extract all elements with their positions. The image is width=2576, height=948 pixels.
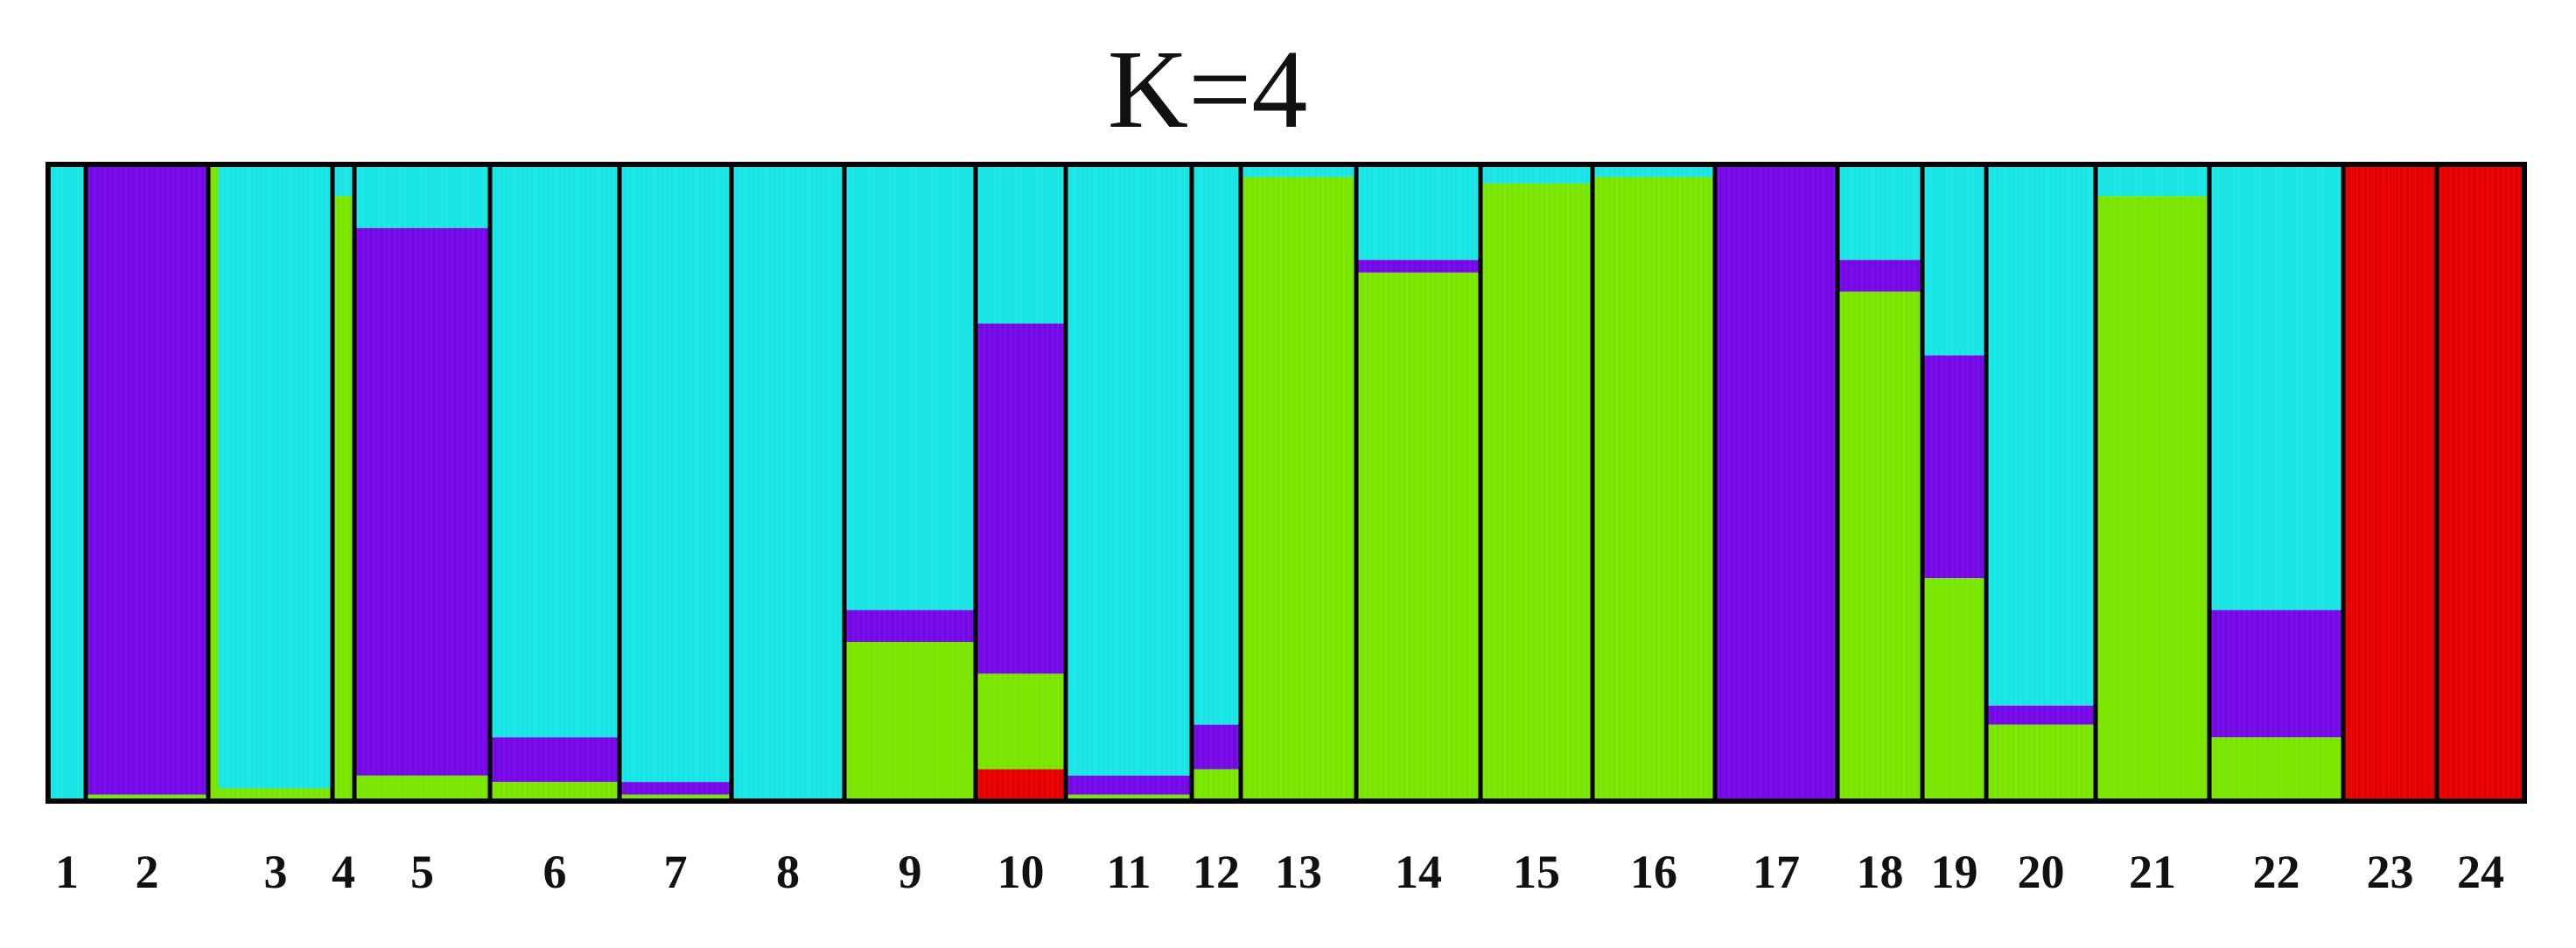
bar-pop-12-cluster-1 xyxy=(1192,164,1241,725)
bar-pop-2-cluster-3 xyxy=(86,794,208,801)
bar-pop-6-cluster-3 xyxy=(490,782,620,801)
chart-title: K=4 xyxy=(1107,27,1308,151)
population-label-3: 3 xyxy=(264,846,288,898)
bar-pop-19-cluster-1 xyxy=(1922,164,1986,356)
population-label-7: 7 xyxy=(664,846,688,898)
bar-pop-9-cluster-3 xyxy=(844,642,976,801)
bar-pop-10-cluster-2 xyxy=(976,324,1066,674)
bar-pop-8-cluster-1 xyxy=(732,164,844,801)
population-label-20: 20 xyxy=(2018,846,2065,898)
bar-pop-14-cluster-2 xyxy=(1356,260,1480,273)
bar-pop-11-cluster-1 xyxy=(1066,164,1192,776)
population-label-14: 14 xyxy=(1395,846,1442,898)
gap-segment xyxy=(208,164,219,801)
population-label-18: 18 xyxy=(1857,846,1904,898)
bar-pop-2-cluster-2 xyxy=(86,164,208,795)
bar-pop-10-cluster-3 xyxy=(976,673,1066,770)
population-label-23: 23 xyxy=(2367,846,2414,898)
bar-pop-7-cluster-2 xyxy=(620,782,732,795)
population-label-5: 5 xyxy=(410,846,434,898)
bar-pop-12-cluster-2 xyxy=(1192,724,1241,770)
population-label-16: 16 xyxy=(1630,846,1677,898)
bar-pop-6-cluster-2 xyxy=(490,737,620,783)
bar-pop-5-cluster-3 xyxy=(354,775,490,801)
population-label-22: 22 xyxy=(2253,846,2300,898)
population-label-15: 15 xyxy=(1513,846,1560,898)
bar-pop-22-cluster-2 xyxy=(2209,610,2343,738)
bar-pop-15-cluster-3 xyxy=(1480,183,1592,802)
bar-pop-1-cluster-1 xyxy=(48,164,86,801)
plot-frame xyxy=(46,162,2527,804)
bar-pop-23-cluster-4 xyxy=(2343,164,2437,801)
population-label-24: 24 xyxy=(2457,846,2504,898)
bar-pop-4-cluster-3 xyxy=(332,196,354,801)
population-label-12: 12 xyxy=(1193,846,1240,898)
bar-pop-5-cluster-2 xyxy=(354,227,490,776)
bar-pop-22-cluster-3 xyxy=(2209,737,2343,801)
bar-pop-22-cluster-1 xyxy=(2209,164,2343,610)
bar-pop-13-cluster-3 xyxy=(1241,177,1356,801)
bar-pop-14-cluster-1 xyxy=(1356,164,1480,261)
bar-pop-9-cluster-1 xyxy=(844,164,976,610)
bar-pop-7-cluster-1 xyxy=(620,164,732,783)
bar-pop-18-cluster-1 xyxy=(1838,164,1922,261)
bar-pop-20-cluster-3 xyxy=(1986,724,2096,801)
population-label-19: 19 xyxy=(1931,846,1978,898)
bar-pop-20-cluster-1 xyxy=(1986,164,2096,706)
population-dividers xyxy=(83,164,2440,801)
population-label-4: 4 xyxy=(332,846,355,898)
bar-pop-18-cluster-3 xyxy=(1838,291,1922,802)
bar-pop-16-cluster-1 xyxy=(1592,164,1715,178)
bar-pop-5-cluster-1 xyxy=(354,164,490,228)
bar-pop-11-cluster-3 xyxy=(1066,794,1192,801)
bar-pop-9-cluster-2 xyxy=(844,610,976,642)
bar-pop-19-cluster-3 xyxy=(1922,578,1986,801)
bars-group xyxy=(48,164,2524,802)
bar-pop-24-cluster-4 xyxy=(2437,164,2524,801)
bar-pop-16-cluster-3 xyxy=(1592,177,1715,801)
population-label-21: 21 xyxy=(2129,846,2176,898)
bar-pop-11-cluster-2 xyxy=(1066,775,1192,795)
bar-pop-18-cluster-2 xyxy=(1838,260,1922,292)
bar-pop-19-cluster-2 xyxy=(1922,355,1986,579)
bar-pop-21-cluster-1 xyxy=(2096,164,2209,197)
bar-pop-15-cluster-1 xyxy=(1480,164,1592,184)
bar-pop-6-cluster-1 xyxy=(490,164,620,738)
population-label-13: 13 xyxy=(1275,846,1322,898)
bar-pop-14-cluster-3 xyxy=(1356,272,1480,801)
bar-pop-13-cluster-1 xyxy=(1241,164,1356,178)
bar-pop-7-cluster-3 xyxy=(620,794,732,801)
population-label-17: 17 xyxy=(1753,846,1800,898)
bar-pop-10-cluster-4 xyxy=(976,769,1066,801)
bar-pop-12-cluster-3 xyxy=(1192,769,1241,801)
population-label-9: 9 xyxy=(899,846,922,898)
bar-pop-21-cluster-3 xyxy=(2096,196,2209,801)
bar-pop-17-cluster-2 xyxy=(1715,164,1838,801)
bar-pop-10-cluster-1 xyxy=(976,164,1066,324)
bar-pop-20-cluster-2 xyxy=(1986,705,2096,725)
population-label-6: 6 xyxy=(543,846,567,898)
bar-pop-4-cluster-1 xyxy=(332,164,354,197)
population-label-1: 1 xyxy=(55,846,79,898)
population-label-11: 11 xyxy=(1106,846,1151,898)
population-label-10: 10 xyxy=(998,846,1045,898)
population-label-8: 8 xyxy=(776,846,800,898)
population-labels: 1 2 3 4 5 6 7 8 9 10 11 12 13 14 15 16 17 18 19 20 21 22 23 24 xyxy=(55,846,2504,898)
bar-pop-3-cluster-3 xyxy=(219,788,332,801)
bar-pop-3-cluster-1 xyxy=(219,164,332,789)
population-label-2: 2 xyxy=(136,846,159,898)
